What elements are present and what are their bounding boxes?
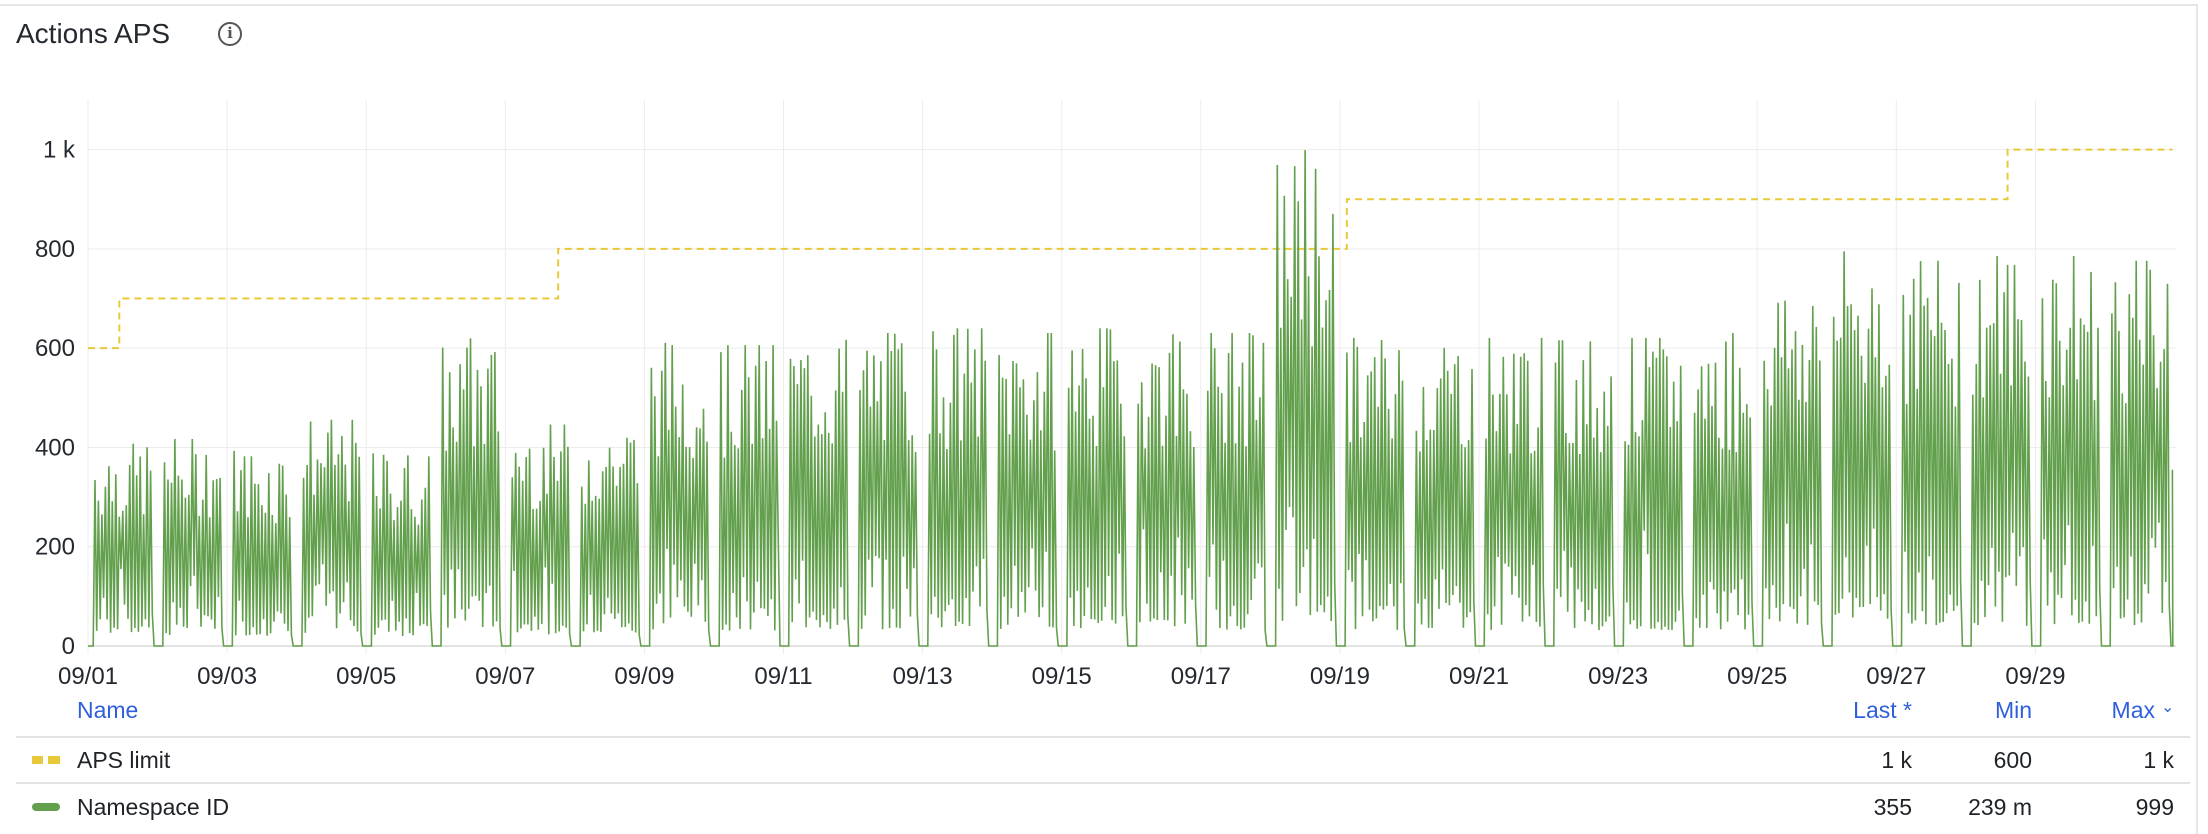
info-circle-icon[interactable]: i [218, 22, 242, 46]
x-tick-label: 09/27 [1866, 663, 1926, 690]
x-tick-label: 09/21 [1449, 663, 1509, 690]
legend-max: 999 [2135, 794, 2174, 820]
legend-name: APS limit [77, 747, 171, 773]
legend-header-last[interactable]: Last * [1853, 697, 1912, 723]
legend-last: 1 k [1881, 747, 1912, 773]
line-chart: 0 200 400 600 800 1 k 09/01 09/03 09/05 09/07 09/0… [35, 100, 2176, 690]
y-tick-label: 1 k [43, 137, 76, 164]
y-tick-label: 800 [35, 236, 75, 263]
x-tick-label: 09/17 [1171, 663, 1231, 690]
legend-divider [16, 736, 2190, 738]
legend-min: 600 [1993, 747, 2032, 773]
legend-max: 1 k [2143, 747, 2174, 773]
x-tick-label: 09/03 [197, 663, 257, 690]
y-tick-label: 0 [62, 633, 75, 660]
x-tick-label: 09/09 [614, 663, 674, 690]
x-tick-label: 09/19 [1310, 663, 1370, 690]
legend-last: 355 [1873, 794, 1912, 820]
y-tick-label: 200 [35, 534, 75, 561]
solid-swatch-icon [32, 803, 60, 811]
y-tick-label: 600 [35, 335, 75, 362]
x-tick-label: 09/11 [754, 663, 812, 690]
x-tick-label: 09/15 [1032, 663, 1092, 690]
x-tick-label: 09/07 [475, 663, 535, 690]
legend-divider [16, 782, 2190, 784]
chart-panel [0, 4, 2198, 834]
series-aps-limit [88, 148, 2173, 350]
x-tick-label: 09/29 [2005, 663, 2065, 690]
chevron-down-icon[interactable]: ⌄ [2161, 699, 2175, 716]
legend-name: Namespace ID [77, 794, 230, 820]
legend-min: 239 m [1968, 794, 2032, 820]
y-tick-label: 400 [35, 434, 75, 461]
x-tick-label: 09/23 [1588, 663, 1648, 690]
x-tick-label: 09/01 [58, 663, 118, 690]
x-tick-label: 09/25 [1727, 663, 1787, 690]
legend-header-min[interactable]: Min [1994, 697, 2032, 723]
dashed-swatch-icon [32, 756, 60, 764]
x-tick-label: 09/05 [336, 663, 396, 690]
x-tick-label: 09/13 [893, 663, 953, 690]
series-namespace-id [88, 150, 2174, 647]
panel-title: Actions APS [16, 18, 171, 49]
legend-header-max[interactable]: Max [2111, 697, 2155, 723]
legend-header-name[interactable]: Name [77, 697, 139, 723]
